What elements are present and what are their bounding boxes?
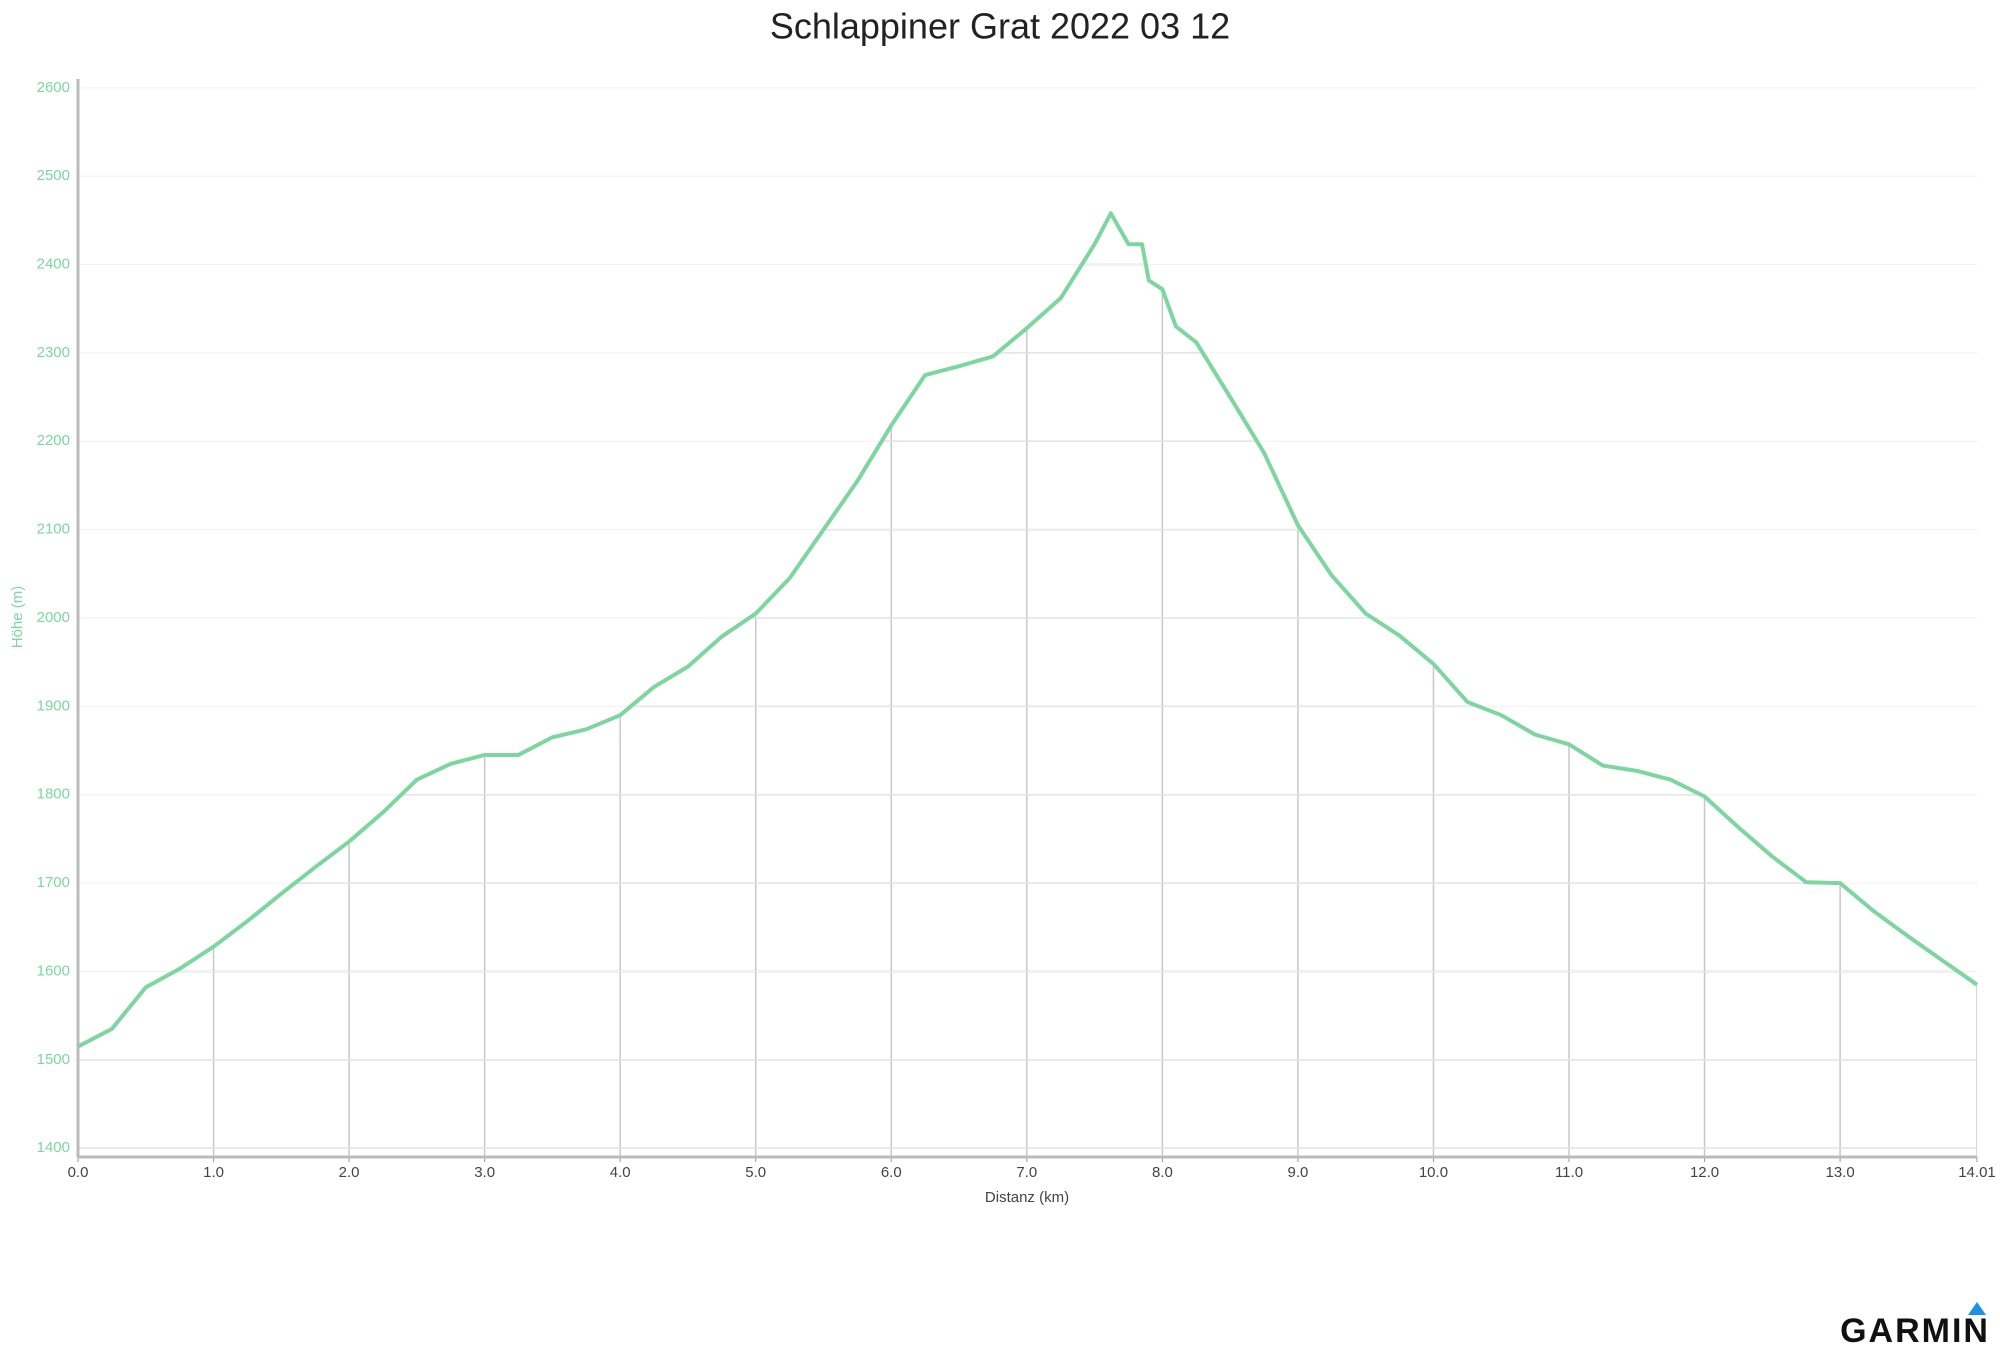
y-tick-label: 2500 (37, 167, 70, 184)
y-tick-label: 1800 (37, 786, 70, 803)
x-tick-label: 6.0 (881, 1164, 902, 1181)
x-tick-label: 10.0 (1419, 1164, 1448, 1181)
chart-title: Schlappiner Grat 2022 03 12 (770, 6, 1230, 47)
y-tick-label: 2000 (37, 609, 70, 626)
y-tick-label: 2300 (37, 344, 70, 361)
x-axis-label: Distanz (km) (985, 1189, 1069, 1206)
y-tick-label: 1700 (37, 874, 70, 891)
brand-icon (1968, 1302, 1986, 1315)
y-tick-label: 1500 (37, 1051, 70, 1068)
elevation-line (77, 211, 1979, 1049)
x-tick-label: 11.0 (1555, 1164, 1583, 1181)
y-tick-label: 2600 (37, 79, 70, 96)
brand-logo: GARMIN (1840, 1312, 1990, 1346)
x-tick-label: 8.0 (1152, 1164, 1173, 1181)
y-tick-label: 1400 (37, 1139, 70, 1156)
x-tick-label: 4.0 (610, 1164, 631, 1181)
y-tick-label: 1600 (37, 962, 70, 979)
x-tick-label: 2.0 (339, 1164, 360, 1181)
x-tick-label: 14.01 (1958, 1164, 1996, 1181)
y-tick-label: 2200 (37, 432, 70, 449)
x-tick-label: 7.0 (1016, 1164, 1037, 1181)
x-tick-label: 1.0 (203, 1164, 224, 1181)
y-tick-label: 1900 (37, 697, 70, 714)
y-tick-label: 2100 (37, 521, 70, 538)
x-tick-label: 3.0 (474, 1164, 495, 1181)
x-tick-label: 13.0 (1825, 1164, 1854, 1181)
y-tick-label: 2400 (37, 256, 70, 273)
y-axis-label: Höhe (m) (9, 586, 26, 649)
x-tick-label: 0.0 (68, 1164, 89, 1181)
x-tick-label: 9.0 (1287, 1164, 1308, 1181)
x-tick-label: 12.0 (1690, 1164, 1719, 1181)
x-tick-label: 5.0 (745, 1164, 766, 1181)
